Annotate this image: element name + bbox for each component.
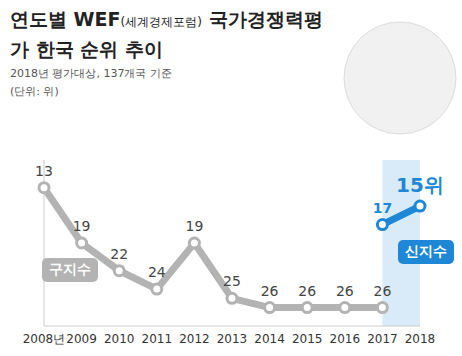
svg-text:13: 13	[35, 163, 53, 179]
svg-text:26: 26	[336, 283, 354, 299]
svg-text:25: 25	[223, 273, 241, 289]
svg-text:26: 26	[373, 283, 391, 299]
svg-text:2014: 2014	[254, 332, 285, 346]
svg-text:2018: 2018	[405, 332, 436, 346]
svg-text:17: 17	[373, 200, 392, 216]
svg-text:19: 19	[73, 218, 91, 234]
svg-text:2017: 2017	[367, 332, 398, 346]
svg-text:2012: 2012	[179, 332, 210, 346]
html-text:연도별 WEF(세계경제포럼)국가경쟁력평가 한국 순위 추: 연도별 WEF(세계경제포럼)국가경쟁력평가 한국 순위 추이	[10, 8, 323, 60]
html-text:2018년 평가대상, 137개국 기준: 2018년 평가대상, 137개국 기준	[10, 67, 172, 80]
html-text:(단위: 위): (단위: 위)	[10, 85, 59, 98]
html-text:구지수: 구지수	[49, 261, 91, 277]
svg-text:2016: 2016	[330, 332, 361, 346]
svg-text:24: 24	[148, 264, 166, 280]
html-text:신지수: 신지수	[405, 243, 447, 259]
svg-text:2010: 2010	[104, 332, 135, 346]
svg-text:26: 26	[298, 283, 316, 299]
svg-text:2009: 2009	[66, 332, 97, 346]
svg-text:2013: 2013	[217, 332, 248, 346]
svg-text:15위: 15위	[396, 173, 444, 197]
svg-text:22: 22	[110, 246, 128, 262]
svg-text:19: 19	[185, 218, 203, 234]
svg-text:26: 26	[261, 283, 279, 299]
svg-text:2015: 2015	[292, 332, 323, 346]
svg-text:2008년: 2008년	[23, 332, 66, 346]
svg-text:2011: 2011	[142, 332, 173, 346]
